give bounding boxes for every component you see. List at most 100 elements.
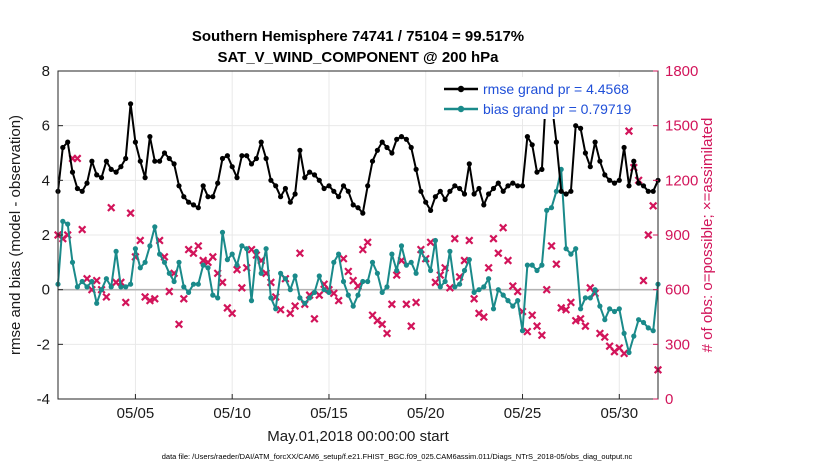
rmse-marker [413,166,419,172]
y-right-tick-label: 1800 [665,63,698,80]
obs-assimilated-marker [494,249,503,258]
bias-marker [244,246,250,252]
y-axis-right-label: # of obs: o=possible; ×=assimilated [699,118,716,353]
rmse-marker [505,183,511,189]
rmse-marker [123,155,129,162]
bias-marker [486,276,492,282]
obs-assimilated-marker [382,329,392,338]
obs-assimilated-marker [465,236,474,245]
obs-assimilated-marker [194,241,203,251]
rmse-marker [331,188,337,194]
legend-bias-label: bias grand pr = 0.79719 [483,101,631,117]
obs-assimilated-marker [450,234,459,243]
bias-marker [369,259,376,265]
bias-marker [60,218,66,224]
rmse-marker [573,123,579,129]
rmse-marker [336,194,342,200]
rmse-marker [297,147,303,153]
bias-marker [529,262,535,268]
rmse-marker [113,169,119,175]
obs-assimilated-marker [329,289,338,298]
rmse-marker [74,185,80,192]
obs-assimilated-marker [145,296,155,305]
bias-marker [278,270,284,276]
rmse-marker [219,155,226,162]
rmse-marker [244,153,250,159]
x-tick-label: 05/05 [117,405,155,422]
bias-marker [142,259,148,265]
rmse-marker [263,155,269,162]
bias-marker [534,267,540,274]
rmse-marker [142,175,148,181]
bias-marker [418,248,424,254]
bias-marker [645,325,651,331]
rmse-marker [210,194,216,200]
bias-marker [123,284,129,290]
rmse-marker [282,185,288,192]
rmse-marker [597,158,603,164]
rmse-marker [428,207,434,213]
bias-marker [171,278,177,285]
legend-rmse-label: rmse grand pr = 4.4568 [483,81,629,97]
rmse-marker [128,101,134,107]
obs-assimilated-marker [121,298,130,307]
bias-marker [94,300,100,306]
bias-marker [519,328,526,334]
rmse-marker [239,153,245,159]
obs-assimilated-marker [624,127,634,136]
bias-marker [292,273,298,279]
rmse-marker [558,188,564,194]
obs-assimilated-marker [445,283,455,292]
rmse-marker [186,199,192,205]
x-tick-label: 05/20 [407,405,445,422]
rmse-marker [563,191,569,197]
bias-marker [553,188,560,194]
rmse-marker [200,183,206,189]
rmse-marker [176,183,182,189]
y-right-tick-label: 900 [665,227,690,244]
obs-assimilated-marker [136,236,145,245]
obs-assimilated-marker [291,301,300,311]
obs-assimilated-marker [576,314,585,323]
obs-assimilated-marker [513,287,522,296]
rmse-marker [350,202,356,208]
bias-marker [128,281,134,287]
obs-assimilated-marker [126,209,135,218]
obs-assimilated-marker [78,225,87,234]
bias-marker [389,251,395,257]
rmse-marker [457,185,463,192]
obs-assimilated-marker [232,265,242,274]
rmse-marker [578,125,584,131]
rmse-marker [587,164,593,170]
y-tick-label: -2 [37,336,50,353]
rmse-marker [132,139,138,145]
rmse-marker [452,183,458,189]
bias-marker [374,270,380,276]
rmse-marker [171,161,177,167]
rmse-marker [447,188,453,194]
bias-marker [355,292,361,298]
bias-marker [297,295,303,301]
rmse-marker [369,158,376,164]
rmse-marker [403,136,409,142]
obs-assimilated-marker [339,254,348,263]
bias-marker [461,267,468,274]
rmse-marker [374,147,380,153]
bias-marker [326,289,332,295]
rmse-marker [582,150,589,156]
obs-assimilated-marker [402,300,411,309]
bias-marker [74,284,80,290]
rmse-marker [519,183,526,189]
bias-marker [442,278,448,285]
obs-assimilated-marker [174,320,184,329]
obs-assimilated-marker [179,294,188,303]
rmse-marker [157,158,163,164]
bias-marker [631,333,637,339]
obs-assimilated-marker [358,245,367,254]
rmse-marker [461,191,468,197]
bias-marker [210,292,216,298]
rmse-marker [568,188,574,194]
obs-assimilated-marker [150,294,159,303]
bias-marker [428,267,434,274]
bias-marker [224,257,230,263]
